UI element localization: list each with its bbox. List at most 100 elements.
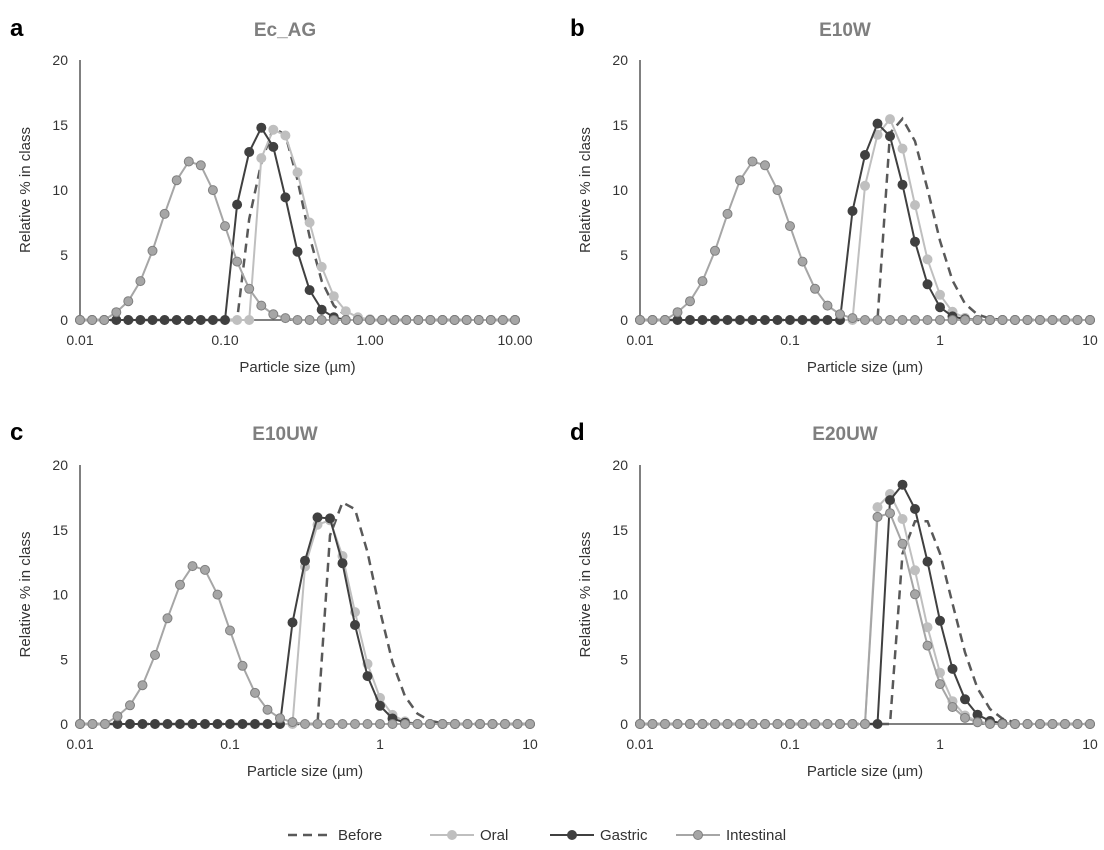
data-point-gastric [685, 315, 695, 325]
data-point-intestinal [910, 589, 920, 600]
data-point-gastric [797, 315, 808, 325]
panel-letter: b [570, 15, 585, 42]
data-point-intestinal [1060, 315, 1070, 325]
legend-label: Gastric [600, 827, 648, 844]
data-point-intestinal [352, 315, 363, 325]
data-point-intestinal [425, 315, 436, 325]
data-point-intestinal [183, 156, 194, 167]
data-point-intestinal [316, 315, 327, 325]
data-point-intestinal [672, 719, 683, 729]
data-point-intestinal [337, 719, 348, 729]
chart-title: Ec_AG [254, 20, 316, 41]
data-point-intestinal [797, 719, 808, 729]
legend-marker [447, 830, 457, 840]
data-point-gastric [268, 141, 279, 152]
data-point-intestinal [497, 315, 508, 325]
data-point-oral [232, 315, 243, 325]
data-point-gastric [287, 617, 298, 628]
legend-item-before: Before [288, 827, 382, 844]
y-tick-label: 15 [612, 117, 628, 133]
data-point-intestinal [835, 309, 845, 320]
panel-letter: c [10, 419, 23, 446]
y-axis-label: Relative % in class [17, 532, 34, 658]
data-point-intestinal [123, 296, 134, 307]
data-point-gastric [897, 479, 908, 490]
data-point-intestinal [972, 717, 983, 728]
data-point-gastric [872, 118, 883, 129]
legend-label: Oral [480, 827, 508, 844]
x-axis-label: Particle size (µm) [807, 359, 923, 376]
data-point-gastric [922, 556, 933, 567]
data-point-intestinal [175, 579, 185, 590]
y-tick-label: 20 [52, 457, 68, 473]
series-line-gastric [80, 516, 530, 725]
series-line-intestinal [80, 564, 530, 725]
data-point-intestinal [280, 313, 291, 324]
data-point-intestinal [922, 640, 933, 651]
data-point-gastric [292, 246, 303, 257]
data-point-intestinal [125, 700, 135, 711]
data-point-intestinal [710, 245, 720, 256]
data-point-intestinal [760, 719, 770, 729]
data-point-intestinal [1022, 719, 1033, 729]
data-point-intestinal [244, 283, 255, 294]
data-point-gastric [237, 719, 248, 729]
data-point-intestinal [325, 719, 335, 729]
legend-item-gastric: Gastric [550, 827, 648, 844]
data-point-intestinal [760, 160, 770, 171]
y-tick-label: 20 [52, 52, 68, 68]
data-point-intestinal [362, 719, 373, 729]
data-point-intestinal [340, 315, 351, 325]
data-point-intestinal [1085, 315, 1095, 325]
series-line-intestinal [80, 160, 515, 321]
series-line-gastric [640, 482, 1090, 725]
data-point-intestinal [710, 719, 720, 729]
data-point-intestinal [475, 719, 485, 729]
data-point-intestinal [99, 315, 110, 325]
data-point-intestinal [75, 719, 85, 729]
data-point-intestinal [885, 315, 895, 325]
data-point-intestinal [425, 719, 435, 729]
series-line-before [640, 519, 1090, 726]
data-point-gastric [337, 558, 348, 569]
data-point-intestinal [287, 717, 298, 728]
data-point-intestinal [685, 719, 695, 729]
data-point-intestinal [135, 276, 146, 287]
data-point-intestinal [237, 660, 248, 671]
data-point-intestinal [1047, 315, 1058, 325]
data-point-gastric [350, 620, 360, 630]
data-point-intestinal [697, 719, 708, 729]
data-point-gastric [280, 192, 291, 203]
chart-title: E10UW [252, 424, 318, 445]
data-point-intestinal [111, 307, 122, 318]
data-point-intestinal [1072, 719, 1083, 729]
data-point-intestinal [1072, 315, 1083, 325]
data-point-intestinal [647, 315, 658, 325]
chart-title: E20UW [812, 424, 878, 445]
data-point-gastric [304, 285, 315, 296]
data-point-gastric [137, 719, 148, 729]
data-point-intestinal [935, 315, 945, 325]
data-point-intestinal [268, 309, 279, 320]
data-point-gastric [195, 315, 206, 325]
data-point-intestinal [722, 208, 733, 219]
data-point-intestinal [847, 313, 858, 324]
data-point-intestinal [200, 564, 210, 575]
data-point-intestinal [150, 650, 160, 660]
data-point-intestinal [747, 156, 758, 167]
data-point-intestinal [159, 208, 170, 219]
x-axis-label: Particle size (µm) [239, 359, 355, 376]
data-point-gastric [125, 719, 135, 729]
y-tick-label: 20 [612, 52, 628, 68]
series-line-oral [640, 117, 1090, 321]
data-point-gastric [910, 236, 920, 247]
data-point-intestinal [275, 713, 285, 724]
y-tick-label: 5 [620, 651, 628, 667]
data-point-gastric [162, 719, 173, 729]
data-point-gastric [123, 315, 134, 325]
data-point-gastric [375, 700, 385, 711]
y-axis-label: Relative % in class [577, 532, 594, 658]
y-tick-label: 15 [52, 117, 68, 133]
data-point-gastric [250, 719, 260, 729]
series-line-oral [80, 519, 530, 725]
